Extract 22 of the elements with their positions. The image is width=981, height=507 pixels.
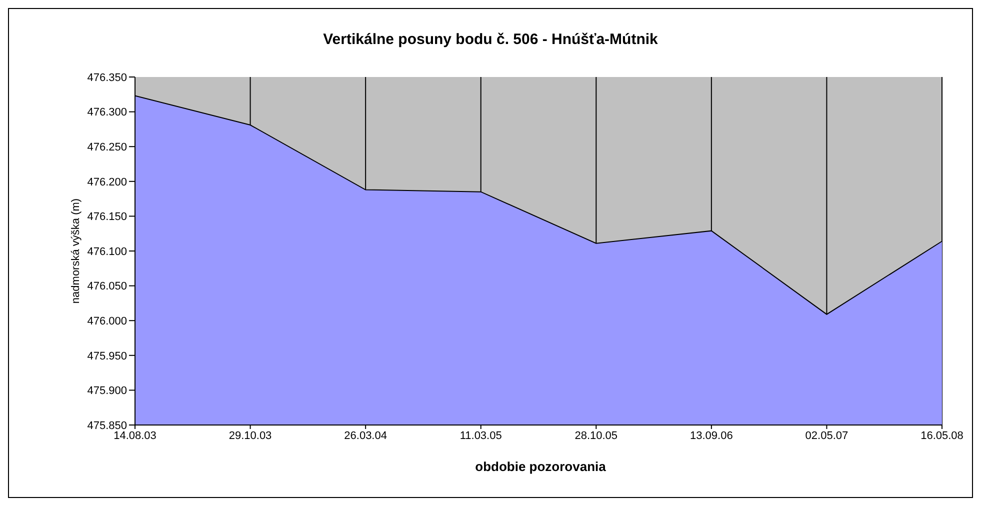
x-axis-title: obdobie pozorovania [474,459,607,474]
x-tick-label: 16.05.08 [920,430,964,442]
y-tick-label: 475.900 [87,385,127,398]
x-tick-label: 11.03.05 [460,430,502,442]
y-tick-label: 475.850 [87,420,127,432]
y-axis-title: nadmorská výška (m) [70,198,82,304]
y-tick-label: 476.100 [87,246,127,258]
x-tick-label: 02.05.07 [805,430,848,442]
x-tick-label: 28.10.05 [574,430,618,442]
y-tick-label: 475.950 [87,350,127,362]
y-tick-label: 476.000 [87,316,127,328]
y-tick-label: 476.250 [87,142,127,154]
y-tick-label: 476.300 [87,106,127,119]
y-tick-label: 476.050 [87,280,127,293]
y-tick-label: 476.200 [87,176,127,188]
x-tick-label: 13.09.06 [690,430,733,442]
chart-title: Vertikálne posuny bodu č. 506 - Hnúšťa-Mútnik [322,31,659,50]
y-tick-label: 476.350 [87,72,127,84]
x-tick-label: 14.08.03 [114,430,156,442]
x-tick-label: 26.03.04 [344,430,387,442]
y-tick-label: 476.150 [87,211,127,224]
x-tick-label: 29.10.03 [228,430,272,442]
